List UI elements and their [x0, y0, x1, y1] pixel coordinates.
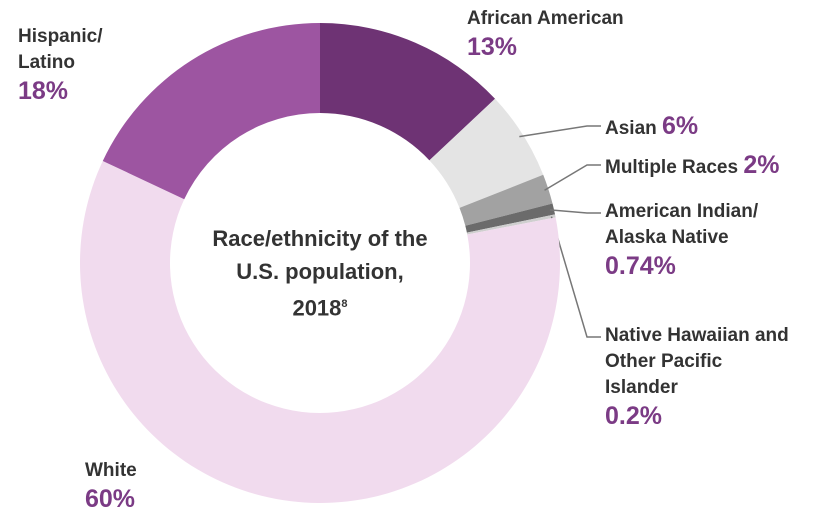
slice-label: Native Hawaiian and Other Pacific Island…: [605, 323, 795, 431]
donut-slice: [459, 174, 553, 226]
value-label: 2%: [743, 151, 780, 179]
donut-slice: [429, 98, 544, 208]
title: Race/ethnicity of the U.S. population, 2…: [212, 226, 428, 321]
slice-label: African American 13%: [467, 6, 727, 62]
value-label: 18%: [18, 77, 69, 105]
value-label: 0.74%: [605, 252, 676, 280]
value-label: 0.2%: [605, 402, 662, 430]
center-title: Race/ethnicity of the U.S. population, 2…: [210, 222, 430, 324]
slice-label: Hispanic/ Latino 18%: [18, 24, 128, 106]
slice-label: Asian 6%: [605, 111, 805, 142]
leader-line: [519, 125, 601, 138]
category-name: African American: [467, 8, 624, 29]
category-name: Native Hawaiian and Other Pacific Island…: [605, 325, 789, 398]
donut-slice: [465, 203, 556, 233]
slice-label: American Indian/ Alaska Native 0.74%: [605, 199, 805, 281]
value-label: 13%: [467, 33, 518, 61]
leader-line: [549, 209, 601, 214]
leader-line: [544, 164, 601, 191]
leader-line: [550, 216, 601, 338]
category-name: Multiple Races: [605, 157, 739, 178]
value-label: 6%: [662, 112, 699, 140]
category-name: White: [85, 460, 137, 481]
value-label: 60%: [85, 485, 136, 513]
category-name: Asian: [605, 118, 657, 139]
donut-slice: [320, 23, 496, 161]
category-name: American Indian/ Alaska Native: [605, 201, 759, 248]
donut-slice: [80, 160, 560, 504]
slice-label: Multiple Races 2%: [605, 150, 815, 181]
donut-slice: [102, 23, 320, 200]
donut-slice: [466, 214, 556, 235]
footnote: 8: [341, 298, 348, 310]
category-name: Hispanic/ Latino: [18, 26, 103, 73]
slice-label: White 60%: [85, 458, 205, 514]
